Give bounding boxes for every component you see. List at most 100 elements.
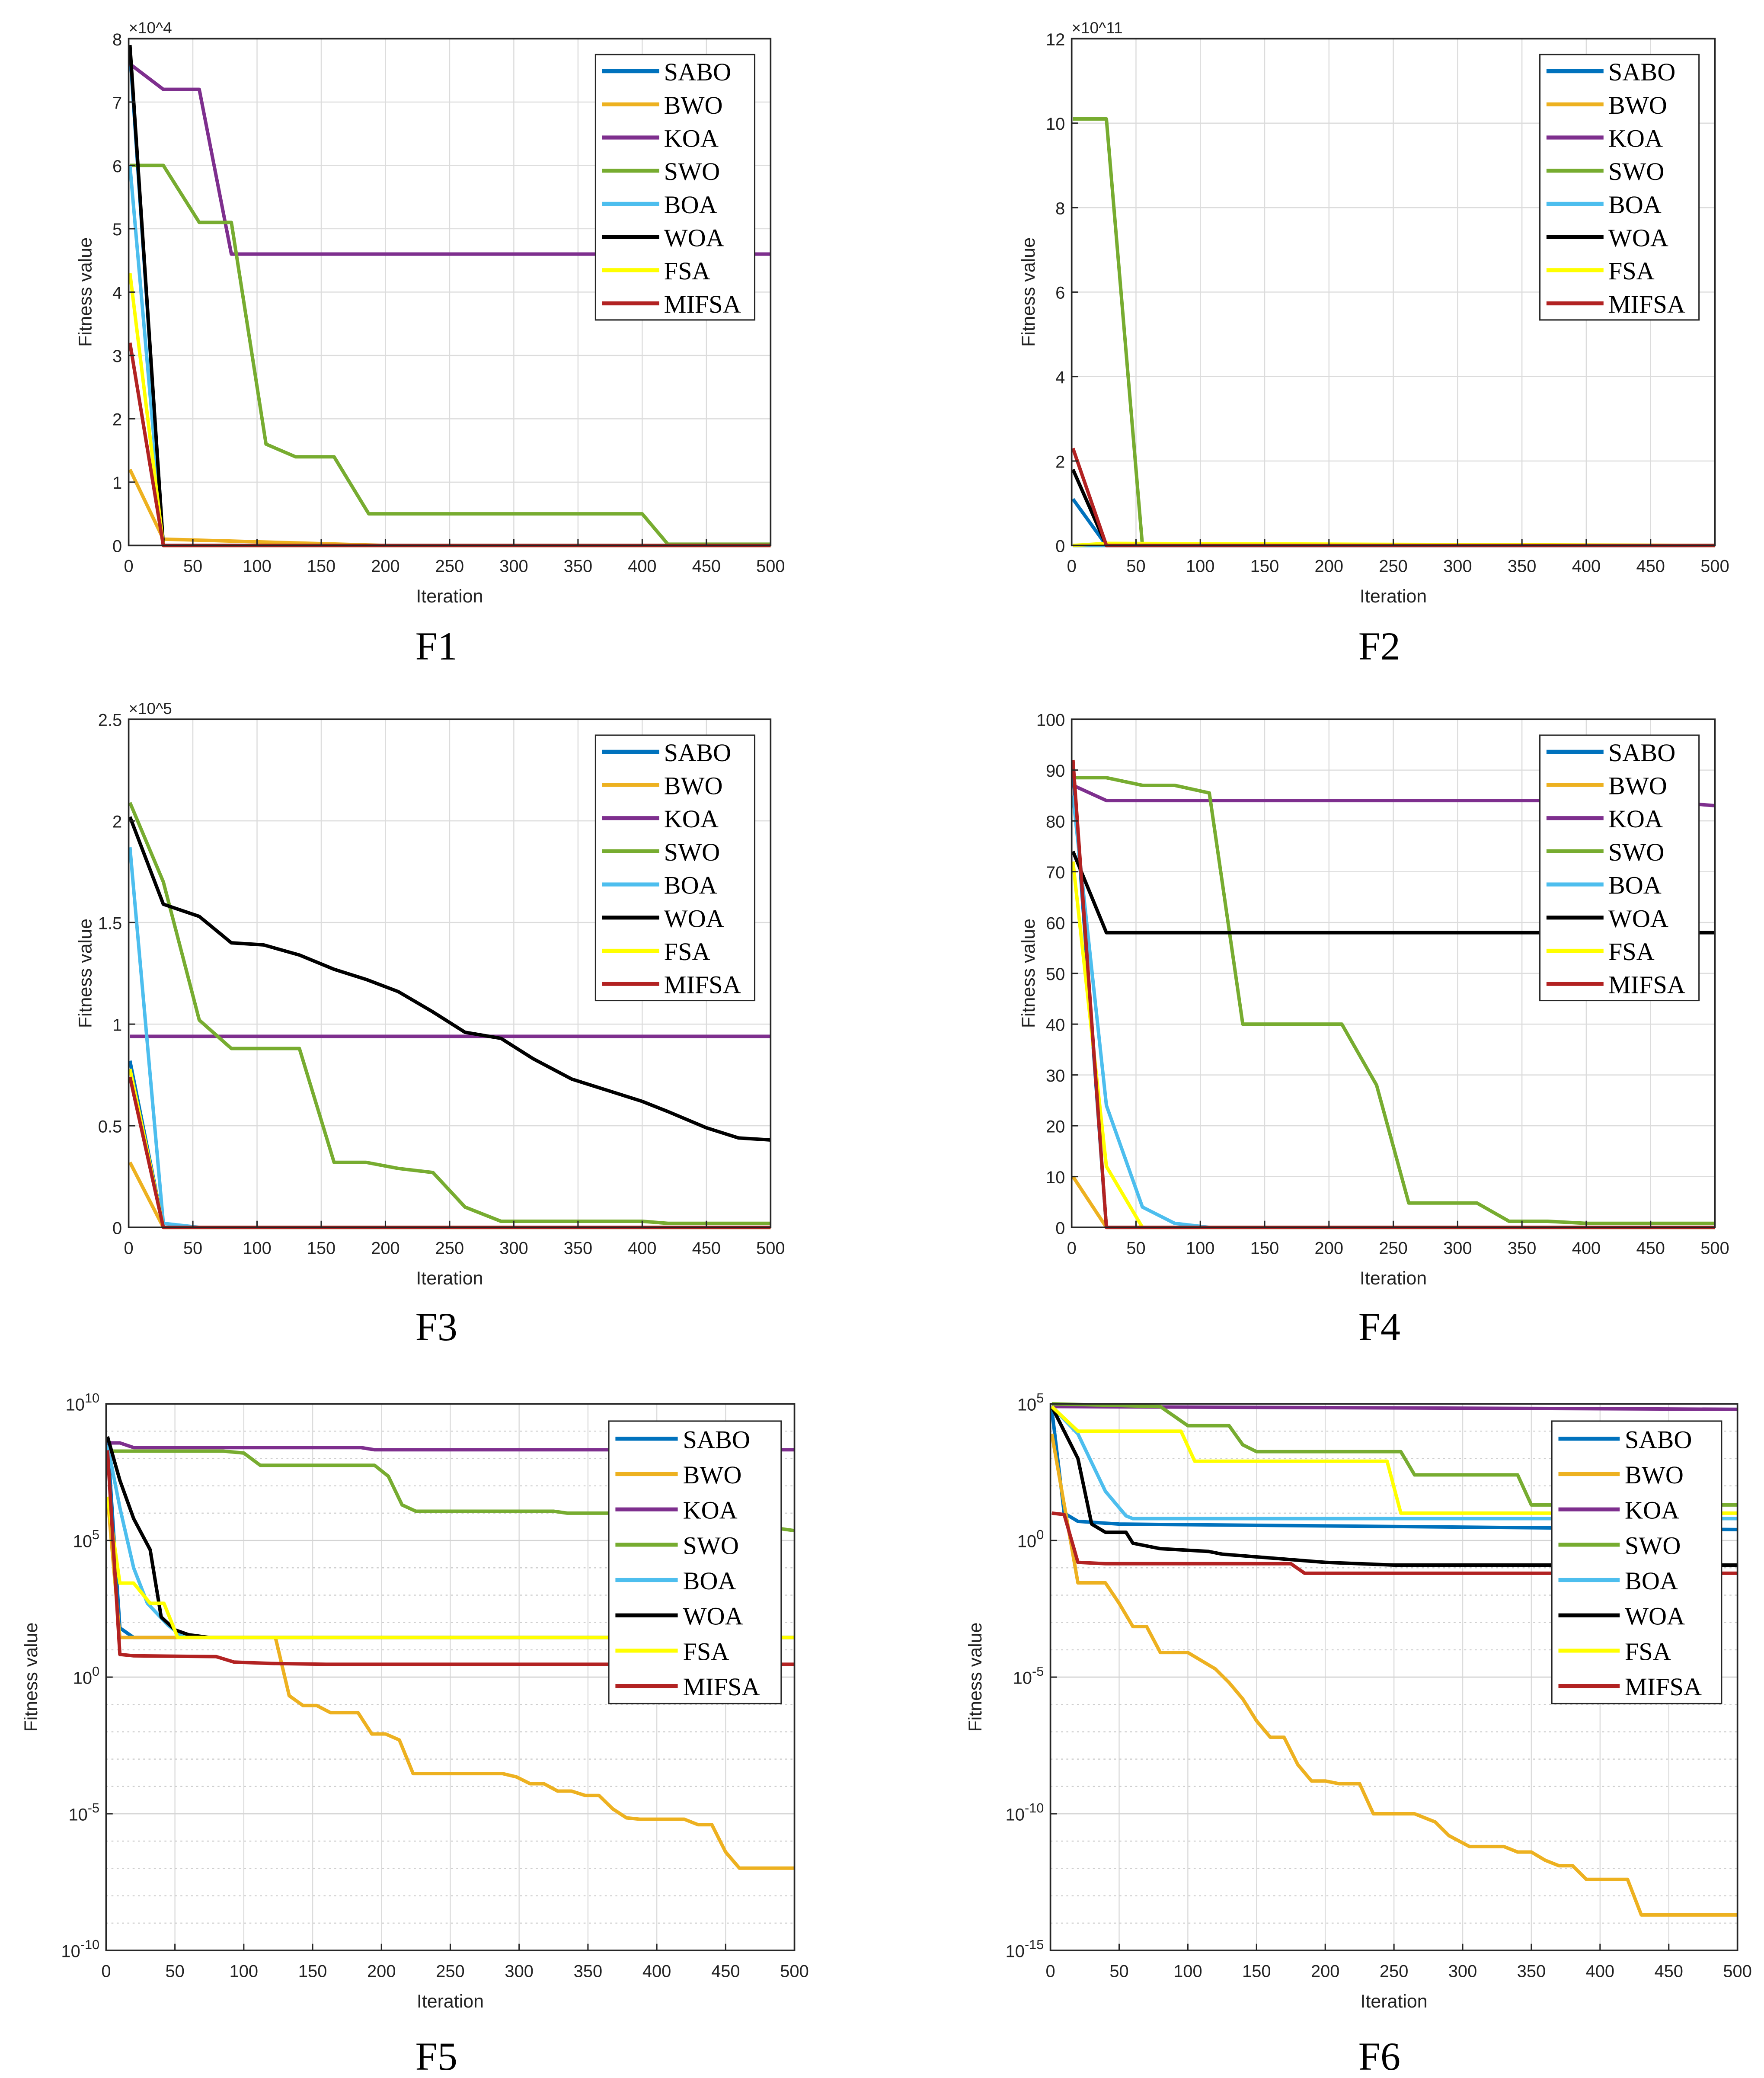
y-tick-label: 5 [112, 220, 122, 239]
y-exponent-label: ×10^5 [129, 700, 172, 717]
series-line-bwo [105, 1496, 795, 1870]
x-tick-label: 0 [1067, 1239, 1077, 1258]
x-axis-label: Iteration [1360, 1268, 1427, 1289]
y-tick-exponent: -10 [1025, 1801, 1044, 1815]
y-tick-base: 10 [61, 1942, 80, 1961]
panel-title: F4 [1358, 1305, 1400, 1349]
x-tick-label: 300 [1448, 1962, 1477, 1981]
y-tick-label: 4 [112, 284, 122, 303]
x-tick-label: 300 [1443, 557, 1472, 576]
x-tick-label: 300 [499, 557, 528, 576]
legend-box [594, 54, 756, 321]
series-line-swo [128, 802, 771, 1225]
series-line-koa [129, 62, 771, 256]
y-tick-base: 10 [1006, 1942, 1025, 1961]
x-tick-label: 0 [1067, 557, 1077, 576]
x-tick-label: 50 [183, 557, 202, 576]
legend-label-swo: SWO [664, 838, 720, 866]
x-tick-label: 350 [1508, 557, 1537, 576]
legend-label-fsa: FSA [1625, 1637, 1671, 1665]
y-tick-label: 40 [1046, 1015, 1065, 1034]
y-tick-label: 60 [1046, 914, 1065, 933]
legend-label-bwo: BWO [664, 91, 723, 119]
legend-label-koa: KOA [1625, 1496, 1679, 1524]
legend-label-koa: KOA [1608, 124, 1663, 152]
panel-title: F3 [415, 1305, 457, 1349]
x-tick-label: 400 [642, 1962, 671, 1981]
legend-label-sabo: SABO [664, 739, 731, 767]
x-tick-label: 200 [371, 1239, 400, 1258]
x-tick-label: 0 [124, 1239, 133, 1258]
x-tick-label: 500 [1700, 557, 1729, 576]
y-tick-base: 10 [1017, 1395, 1036, 1414]
y-tick-label: 6 [1055, 284, 1065, 303]
legend-label-swo: SWO [664, 157, 720, 186]
panel-title: F1 [415, 624, 457, 668]
legend-label-fsa: FSA [664, 257, 710, 285]
legend-label-sabo: SABO [683, 1425, 750, 1454]
y-tick-label: 1010 [66, 1391, 99, 1414]
legend-label-swo: SWO [683, 1531, 739, 1559]
series-line-fsa [1051, 1405, 1738, 1515]
legend-box [1551, 1420, 1722, 1704]
x-axis-label: Iteration [1360, 586, 1427, 607]
y-tick-label: 4 [1055, 368, 1065, 387]
y-tick-base: 10 [1013, 1668, 1032, 1687]
y-tick-exponent: -10 [80, 1937, 99, 1952]
legend-label-sabo: SABO [1608, 739, 1675, 767]
y-tick-label: 12 [1046, 30, 1065, 49]
legend: SABO BWO KOA SWO BOA WOA FSA MIFSA [594, 54, 756, 321]
x-tick-label: 350 [564, 557, 593, 576]
y-tick-label: 100 [73, 1664, 99, 1687]
x-tick-label: 450 [1636, 1239, 1665, 1258]
x-tick-label: 150 [1250, 1239, 1279, 1258]
x-tick-label: 500 [1700, 1239, 1729, 1258]
x-tick-label: 350 [1517, 1962, 1546, 1981]
y-axis-label: Fitness value [21, 1623, 42, 1732]
x-tick-label: 250 [435, 1239, 464, 1258]
x-axis-label: Iteration [416, 1268, 483, 1289]
y-tick-label: 10-5 [1013, 1664, 1044, 1687]
series-line-woa [1071, 851, 1715, 935]
x-tick-label: 50 [1109, 1962, 1128, 1981]
x-tick-label: 100 [230, 1962, 259, 1981]
chart-f6: 0 50 100 150 200 250 300 350 400 450 50010-1510-10… [965, 1391, 1752, 2078]
y-tick-exponent: -5 [88, 1801, 99, 1815]
chart-f1: 0 50 100 150 200 250 300 350 400 450 500 0 1 2 3 4 5 6 7 8 ×… [75, 19, 785, 668]
legend-label-koa: KOA [1608, 805, 1663, 833]
legend-box [594, 734, 756, 1002]
x-tick-label: 150 [298, 1962, 327, 1981]
legend-label-sabo: SABO [1625, 1425, 1692, 1454]
y-tick-label: 2 [1055, 452, 1065, 471]
x-tick-label: 0 [1046, 1962, 1055, 1981]
legend-label-woa: WOA [1608, 224, 1668, 252]
x-tick-label: 300 [499, 1239, 528, 1258]
legend-label-mifsa: MIFSA [664, 290, 741, 318]
y-tick-label: 6 [112, 157, 122, 176]
x-tick-label: 50 [183, 1239, 202, 1258]
y-tick-label: 10-15 [1006, 1937, 1044, 1961]
legend-box [608, 1420, 782, 1704]
y-tick-label: 10-10 [61, 1937, 99, 1961]
chart-f3: 0 50 100 150 200 250 300 350 400 450 500 0 0.5 1 1.5 2 2… [75, 700, 785, 1349]
legend-label-mifsa: MIFSA [664, 971, 741, 999]
axes-box [128, 718, 772, 1228]
legend-label-woa: WOA [664, 224, 724, 252]
x-tick-label: 50 [165, 1962, 184, 1981]
y-tick-label: 0 [1055, 1219, 1065, 1238]
x-tick-label: 100 [243, 1239, 272, 1258]
legend-label-bwo: BWO [1608, 91, 1667, 119]
y-tick-label: 100 [1017, 1527, 1044, 1551]
x-tick-label: 0 [101, 1962, 111, 1981]
x-tick-label: 450 [1654, 1962, 1683, 1981]
legend-label-fsa: FSA [683, 1637, 729, 1665]
y-exponent-label: ×10^11 [1072, 19, 1123, 37]
x-tick-label: 400 [1572, 557, 1601, 576]
legend: SABO BWO KOA SWO BOA WOA FSA MIFSA [1539, 734, 1700, 1002]
x-tick-label: 150 [307, 557, 336, 576]
x-tick-label: 350 [574, 1962, 603, 1981]
legend-label-koa: KOA [664, 124, 719, 152]
y-tick-label: 2 [112, 410, 122, 429]
y-tick-base: 10 [73, 1532, 92, 1551]
legend-label-mifsa: MIFSA [1608, 290, 1685, 318]
